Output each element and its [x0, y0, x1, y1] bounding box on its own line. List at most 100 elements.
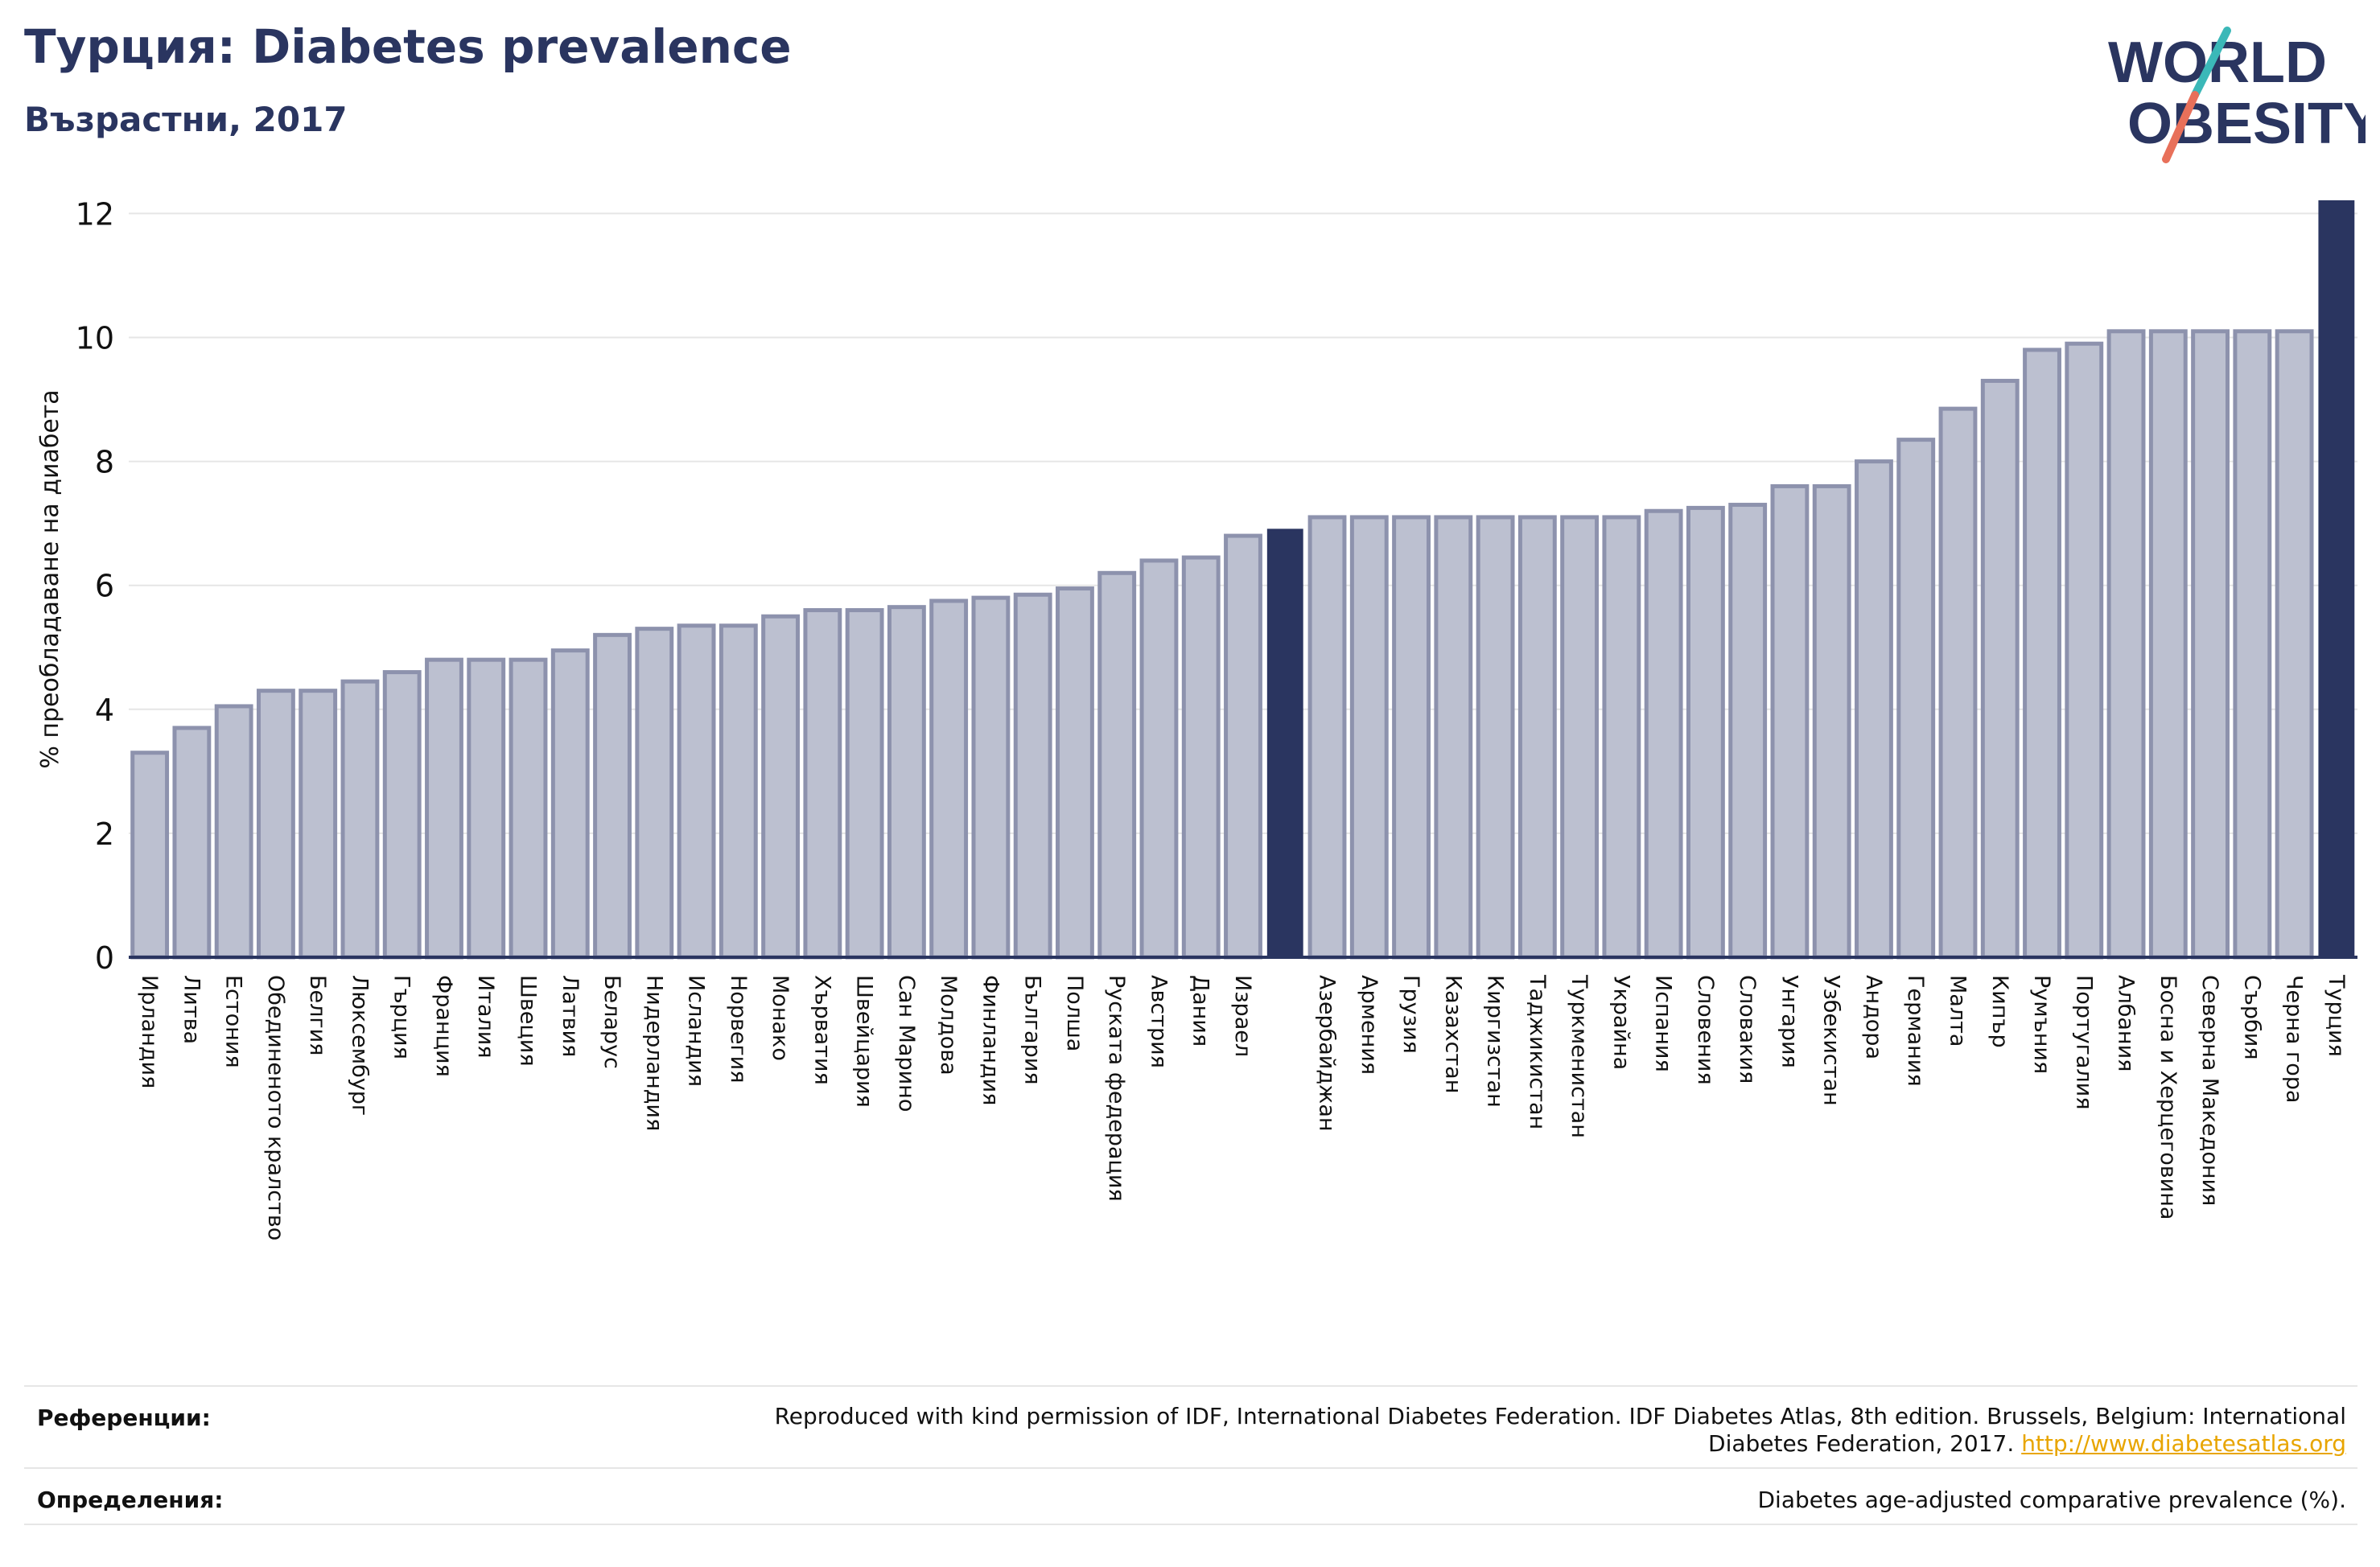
x-tick-label: Грузия: [1398, 975, 1423, 1054]
bar: [1266, 529, 1303, 958]
bar: [2023, 348, 2061, 960]
x-tick-label: Гърция: [389, 975, 414, 1059]
bar: [340, 679, 380, 960]
x-tick-label: Черна гора: [2282, 975, 2307, 1103]
bar: [1812, 483, 1851, 960]
x-tick-label: Турция: [2324, 974, 2349, 1057]
x-tick-label: Белгия: [305, 975, 330, 1055]
bar: [635, 627, 674, 960]
x-tick-label: Австрия: [1146, 975, 1171, 1068]
x-tick-label: Швеция: [516, 975, 541, 1067]
world-obesity-logo: WORLD OBESITY: [2108, 27, 2366, 163]
references-text: Reproduced with kind permission of IDF, …: [775, 1403, 2346, 1458]
x-tick-label: Молдова: [936, 975, 961, 1076]
x-tick-label: България: [1020, 975, 1045, 1085]
chart-title: Турция: Diabetes prevalence: [24, 19, 792, 74]
x-tick-label: Дания: [1188, 975, 1213, 1047]
bar: [130, 751, 170, 960]
bar: [1434, 515, 1473, 960]
bar: [1139, 558, 1179, 960]
references-label: Референции:: [37, 1405, 211, 1431]
x-tick-label: Испания: [1651, 975, 1676, 1072]
logo-slash-coral: [2162, 91, 2199, 163]
bar: [887, 605, 926, 960]
x-tick-label: Израел: [1230, 975, 1255, 1057]
references-text-line1: Reproduced with kind permission of IDF, …: [774, 1403, 2346, 1429]
y-tick-label: 0: [95, 940, 114, 976]
bar: [719, 623, 758, 960]
x-tick-label: Таджикистан: [1525, 974, 1550, 1129]
bar: [2148, 329, 2188, 960]
logo-slash-teal: [2191, 27, 2231, 99]
bar: [509, 657, 548, 960]
bar: [2191, 329, 2230, 960]
bar: [1980, 378, 2020, 960]
x-tick-label: Швейцария: [852, 975, 877, 1108]
bar: [2318, 200, 2355, 958]
bar: [550, 648, 590, 960]
y-tick-label: 10: [76, 321, 114, 356]
x-tick-label: Кипър: [1987, 975, 2012, 1048]
footer-divider-top: [24, 1385, 2357, 1387]
bar: [256, 689, 295, 960]
bar: [1392, 515, 1431, 960]
bar: [761, 614, 801, 960]
x-tick-label: Киргизстан: [1483, 975, 1508, 1108]
bar: [425, 657, 463, 960]
bar: [1938, 406, 1978, 960]
footer-divider-middle: [24, 1467, 2357, 1469]
bar: [1056, 586, 1094, 960]
x-tick-label: Словакия: [1735, 975, 1760, 1084]
y-tick-label: 2: [95, 816, 114, 852]
bar: [1224, 533, 1262, 960]
x-tick-label: Германия: [1903, 975, 1928, 1087]
bar: [2275, 329, 2314, 960]
x-tick-label: Ирландия: [137, 975, 162, 1088]
x-tick-label: Естония: [221, 975, 246, 1068]
y-tick-label: 12: [76, 196, 114, 232]
x-tick-label: Обединеното кралство: [263, 975, 288, 1240]
x-tick-label: Люксембург: [347, 975, 372, 1116]
x-tick-label: Албания: [2114, 975, 2139, 1071]
x-tick-label: Румъния: [2029, 975, 2054, 1074]
x-tick-label: Казахстан: [1440, 975, 1465, 1093]
x-tick-label: Португалия: [2071, 975, 2096, 1109]
references-link[interactable]: http://www.diabetesatlas.org: [2021, 1430, 2346, 1457]
bar: [845, 608, 884, 960]
bar: [1097, 570, 1137, 960]
bar: [1181, 555, 1221, 960]
bar: [1896, 438, 1936, 960]
bar-chart: 0 2 4 6 8 10 12 % преобладаване на диабета Ирлан…: [36, 196, 2357, 1240]
x-tick-label: Узбекистан: [1819, 975, 1844, 1106]
x-tick-label: Литва: [179, 975, 204, 1044]
references-text-tail: Diabetes Federation, 2017.: [1708, 1430, 2015, 1457]
references-text-line2: Diabetes Federation, 2017. http://www.di…: [775, 1430, 2346, 1458]
x-tick-label: Италия: [473, 975, 498, 1059]
x-tick-label: Северна Македония: [2197, 975, 2222, 1206]
x-tick-label: Малта: [1945, 975, 1970, 1047]
logo-text-obesity: OBESITY: [2127, 92, 2366, 156]
x-tick-label: Финландия: [978, 975, 1003, 1105]
bar: [299, 689, 338, 960]
footer-divider-bottom: [24, 1524, 2357, 1525]
x-tick-label: Словения: [1693, 975, 1718, 1085]
bar: [1602, 515, 1641, 960]
bar: [1770, 483, 1810, 960]
x-tick-label: Хърватия: [809, 975, 834, 1085]
bar: [2065, 341, 2104, 960]
bar: [382, 670, 422, 960]
x-tick-label: Унгария: [1777, 975, 1801, 1068]
x-tick-label: Украйна: [1608, 975, 1633, 1070]
bar: [1644, 508, 1683, 960]
bar: [1686, 505, 1725, 960]
bar: [467, 657, 506, 960]
definitions-text: Diabetes age-adjusted comparative preval…: [1757, 1487, 2347, 1513]
bar: [214, 704, 253, 960]
bar: [593, 632, 632, 960]
x-tick-label: Полша: [1062, 975, 1087, 1051]
x-tick-label: Исландия: [684, 975, 709, 1087]
x-tick-label: Туркменистан: [1567, 974, 1591, 1138]
bar: [1560, 515, 1600, 960]
y-tick-label: 4: [95, 693, 114, 728]
x-tick-label: Нидерландия: [641, 975, 666, 1131]
